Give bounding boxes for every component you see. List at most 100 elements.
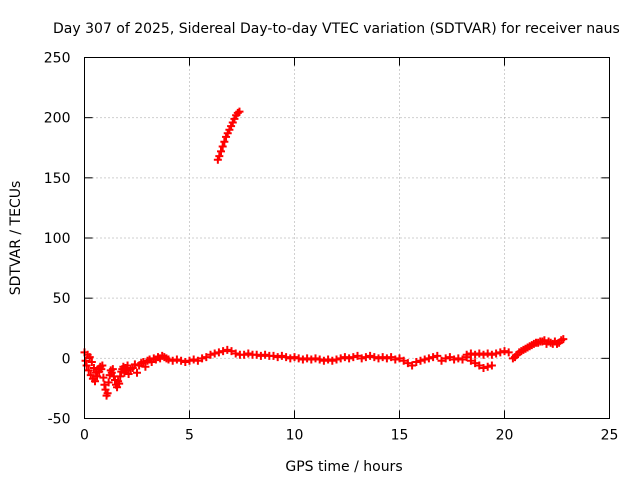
grid-lines bbox=[84, 57, 610, 419]
data-point bbox=[382, 354, 391, 363]
data-point bbox=[220, 137, 229, 146]
data-point bbox=[357, 354, 366, 363]
data-point bbox=[124, 369, 133, 378]
data-point bbox=[437, 356, 446, 365]
data-point bbox=[466, 356, 475, 365]
data-point bbox=[366, 351, 375, 360]
data-point bbox=[395, 354, 404, 363]
data-point bbox=[483, 362, 492, 371]
data-point bbox=[133, 368, 141, 377]
data-point bbox=[235, 107, 244, 116]
data-point bbox=[492, 349, 501, 358]
x-axis-label: GPS time / hours bbox=[285, 459, 402, 475]
data-point bbox=[277, 351, 286, 360]
x-tick-label: 20 bbox=[496, 428, 514, 444]
data-point bbox=[298, 355, 307, 364]
data-point bbox=[500, 347, 509, 356]
y-tick-label: 50 bbox=[53, 291, 71, 307]
data-point bbox=[353, 351, 362, 360]
data-point bbox=[374, 354, 383, 363]
data-point bbox=[466, 349, 475, 358]
y-tick-label: 200 bbox=[44, 111, 71, 127]
x-tick-label: 10 bbox=[286, 428, 304, 444]
data-point bbox=[214, 348, 223, 357]
data-point bbox=[479, 363, 488, 372]
data-point bbox=[198, 354, 207, 363]
data-point bbox=[223, 345, 232, 354]
data-point bbox=[290, 353, 299, 362]
chart-title: Day 307 of 2025, Sidereal Day-to-day VTE… bbox=[53, 21, 620, 37]
data-point bbox=[496, 348, 505, 357]
data-point bbox=[408, 361, 417, 370]
data-point bbox=[471, 359, 480, 368]
data-point bbox=[328, 356, 337, 365]
data-point bbox=[445, 353, 454, 362]
data-point bbox=[269, 351, 278, 360]
data-point bbox=[177, 356, 186, 365]
data-point bbox=[84, 366, 93, 375]
data-point bbox=[130, 360, 139, 369]
data-point bbox=[454, 354, 463, 363]
data-point bbox=[185, 356, 194, 365]
data-point bbox=[215, 152, 224, 161]
data-point bbox=[504, 348, 513, 357]
data-point bbox=[487, 361, 496, 370]
data-point bbox=[324, 355, 333, 364]
data-point bbox=[303, 354, 312, 363]
x-tick-label: 0 bbox=[80, 428, 89, 444]
data-point bbox=[311, 354, 320, 363]
data-point bbox=[403, 359, 412, 368]
data-point bbox=[85, 353, 94, 362]
data-point bbox=[412, 357, 421, 366]
y-axis-label: SDTVAR / TECUs bbox=[8, 181, 24, 296]
data-point bbox=[458, 355, 467, 364]
data-point bbox=[370, 353, 379, 362]
data-point bbox=[202, 353, 211, 362]
data-point bbox=[141, 362, 150, 371]
data-point bbox=[424, 354, 433, 363]
data-point bbox=[294, 354, 303, 363]
data-point bbox=[349, 353, 358, 362]
data-point bbox=[115, 379, 124, 388]
data-point bbox=[189, 355, 198, 364]
data-point bbox=[416, 356, 425, 365]
data-point bbox=[231, 349, 240, 358]
data-point bbox=[391, 355, 400, 364]
data-point bbox=[471, 350, 480, 359]
data-point bbox=[108, 365, 117, 374]
data-point bbox=[219, 347, 228, 356]
data-point bbox=[315, 355, 324, 364]
data-point bbox=[483, 349, 492, 358]
data-point bbox=[273, 353, 282, 362]
data-point bbox=[206, 350, 215, 359]
data-point bbox=[210, 349, 219, 358]
data-point bbox=[168, 356, 177, 365]
data-point bbox=[345, 354, 354, 363]
data-point bbox=[319, 356, 328, 365]
data-point bbox=[100, 380, 109, 389]
data-point bbox=[82, 361, 91, 370]
data-point bbox=[441, 354, 450, 363]
data-point bbox=[261, 350, 270, 359]
data-point bbox=[181, 357, 190, 366]
data-point bbox=[307, 355, 316, 364]
x-tick-label: 25 bbox=[601, 428, 619, 444]
data-point bbox=[93, 372, 102, 381]
data-point bbox=[387, 353, 396, 362]
y-tick-label: 0 bbox=[62, 351, 71, 367]
data-point bbox=[139, 357, 148, 366]
data-point bbox=[87, 357, 96, 366]
data-point bbox=[81, 356, 90, 365]
data-point bbox=[240, 350, 249, 359]
data-point bbox=[98, 361, 107, 370]
data-point bbox=[89, 363, 98, 372]
data-point bbox=[361, 353, 370, 362]
data-point bbox=[429, 353, 438, 362]
data-point bbox=[378, 353, 387, 362]
data-point bbox=[475, 349, 484, 358]
data-point bbox=[399, 356, 408, 365]
x-tick-label: 15 bbox=[391, 428, 409, 444]
x-tick-label: 5 bbox=[185, 428, 194, 444]
data-point bbox=[340, 353, 349, 362]
